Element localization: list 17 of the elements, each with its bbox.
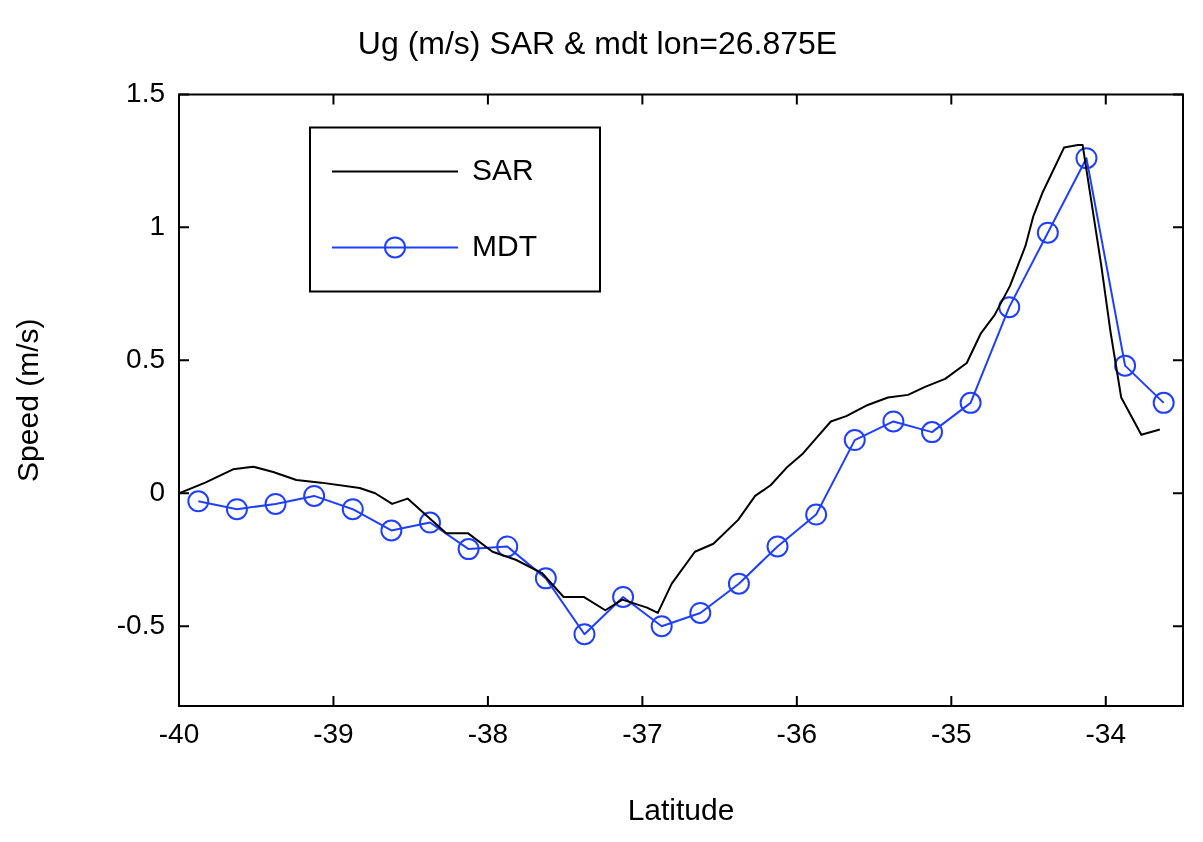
x-tick-label: -34 — [1085, 717, 1126, 749]
y-axis-title: Speed (m/s) — [11, 318, 45, 482]
y-tick-label: 0 — [149, 475, 165, 507]
legend-label: SAR — [472, 152, 534, 186]
x-tick-label: -35 — [931, 717, 972, 749]
y-tick-label: 0.5 — [126, 343, 165, 375]
x-tick-label: -38 — [467, 717, 509, 749]
x-tick-label: -37 — [622, 717, 663, 749]
y-tick-label: 1 — [149, 210, 165, 242]
y-tick-label: -0.5 — [116, 608, 165, 640]
x-tick-label: -36 — [776, 717, 818, 749]
x-tick-label: -40 — [158, 717, 200, 749]
x-tick-label: -39 — [313, 717, 354, 749]
chart-title: Ug (m/s) SAR & mdt lon=26.875E — [357, 25, 838, 62]
y-tick-label: 1.5 — [126, 77, 165, 109]
x-axis-title: Latitude — [627, 793, 735, 827]
legend-label: MDT — [472, 228, 537, 262]
